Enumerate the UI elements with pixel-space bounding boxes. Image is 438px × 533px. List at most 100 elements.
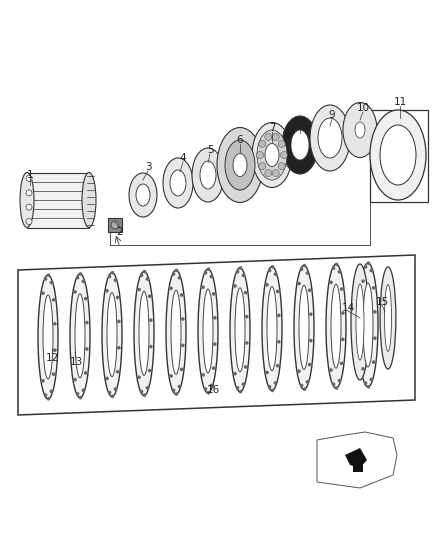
Circle shape <box>341 311 345 315</box>
Circle shape <box>332 266 336 270</box>
Circle shape <box>268 269 272 272</box>
Circle shape <box>300 268 304 271</box>
Circle shape <box>79 272 82 276</box>
Circle shape <box>340 287 343 291</box>
Ellipse shape <box>370 110 426 200</box>
Circle shape <box>370 377 373 381</box>
Circle shape <box>26 219 32 224</box>
Ellipse shape <box>102 272 122 397</box>
Ellipse shape <box>356 284 364 360</box>
Circle shape <box>201 285 205 289</box>
Circle shape <box>172 389 175 392</box>
Circle shape <box>308 363 311 366</box>
Circle shape <box>52 373 55 376</box>
Ellipse shape <box>203 289 213 373</box>
Circle shape <box>81 389 85 392</box>
Circle shape <box>73 378 77 382</box>
Circle shape <box>41 379 45 383</box>
Circle shape <box>111 271 114 274</box>
Circle shape <box>180 368 184 371</box>
Ellipse shape <box>343 102 377 157</box>
Ellipse shape <box>82 173 96 228</box>
Circle shape <box>236 386 239 390</box>
Bar <box>27 173 89 228</box>
Circle shape <box>148 294 152 298</box>
Circle shape <box>278 140 285 147</box>
Bar <box>370 110 428 202</box>
Circle shape <box>169 374 173 378</box>
Ellipse shape <box>262 266 282 391</box>
Circle shape <box>213 342 217 346</box>
Ellipse shape <box>257 130 287 180</box>
Ellipse shape <box>358 263 378 387</box>
Circle shape <box>265 169 272 176</box>
Circle shape <box>265 133 272 140</box>
Circle shape <box>329 368 333 372</box>
Circle shape <box>207 391 210 394</box>
Ellipse shape <box>134 271 154 395</box>
Ellipse shape <box>265 143 279 166</box>
Circle shape <box>49 390 53 393</box>
Circle shape <box>265 283 269 287</box>
Ellipse shape <box>291 130 309 160</box>
Circle shape <box>52 298 55 302</box>
Circle shape <box>145 386 149 390</box>
Circle shape <box>108 391 111 394</box>
Ellipse shape <box>294 265 314 390</box>
Circle shape <box>172 272 175 276</box>
Ellipse shape <box>70 274 90 398</box>
Circle shape <box>47 273 50 277</box>
Ellipse shape <box>385 285 392 351</box>
Circle shape <box>169 287 173 290</box>
Circle shape <box>257 151 264 158</box>
Circle shape <box>26 204 32 210</box>
Circle shape <box>209 384 213 387</box>
Circle shape <box>309 312 313 316</box>
Circle shape <box>116 296 120 299</box>
Circle shape <box>271 389 274 392</box>
Text: 9: 9 <box>328 110 336 120</box>
Circle shape <box>212 292 215 296</box>
Text: 8: 8 <box>297 117 303 127</box>
Ellipse shape <box>129 173 157 217</box>
Circle shape <box>81 280 85 283</box>
Circle shape <box>111 221 119 229</box>
Circle shape <box>177 385 181 389</box>
Circle shape <box>370 269 373 272</box>
Circle shape <box>113 387 117 391</box>
Text: 12: 12 <box>46 353 59 363</box>
Circle shape <box>341 337 345 341</box>
Ellipse shape <box>318 118 342 158</box>
Circle shape <box>259 163 266 169</box>
Circle shape <box>373 336 377 340</box>
Circle shape <box>372 286 375 289</box>
Circle shape <box>233 372 237 375</box>
Circle shape <box>137 288 141 292</box>
Circle shape <box>76 276 79 279</box>
Circle shape <box>175 392 178 396</box>
Text: 14: 14 <box>341 303 355 313</box>
Circle shape <box>335 386 338 390</box>
Ellipse shape <box>310 105 350 171</box>
Circle shape <box>44 277 47 281</box>
Circle shape <box>306 271 309 275</box>
Circle shape <box>79 396 82 399</box>
Text: 5: 5 <box>207 145 213 155</box>
Circle shape <box>148 369 152 373</box>
Circle shape <box>117 320 120 323</box>
Ellipse shape <box>351 264 369 380</box>
Circle shape <box>145 277 149 281</box>
Ellipse shape <box>217 127 263 203</box>
Circle shape <box>47 397 50 401</box>
Ellipse shape <box>163 158 193 208</box>
Circle shape <box>367 261 370 265</box>
Circle shape <box>140 390 143 393</box>
Circle shape <box>181 317 185 321</box>
Text: 11: 11 <box>393 97 406 107</box>
Ellipse shape <box>166 270 186 394</box>
Circle shape <box>49 281 53 285</box>
Ellipse shape <box>380 267 396 369</box>
Ellipse shape <box>171 290 181 374</box>
Circle shape <box>105 289 109 293</box>
Ellipse shape <box>136 184 150 206</box>
